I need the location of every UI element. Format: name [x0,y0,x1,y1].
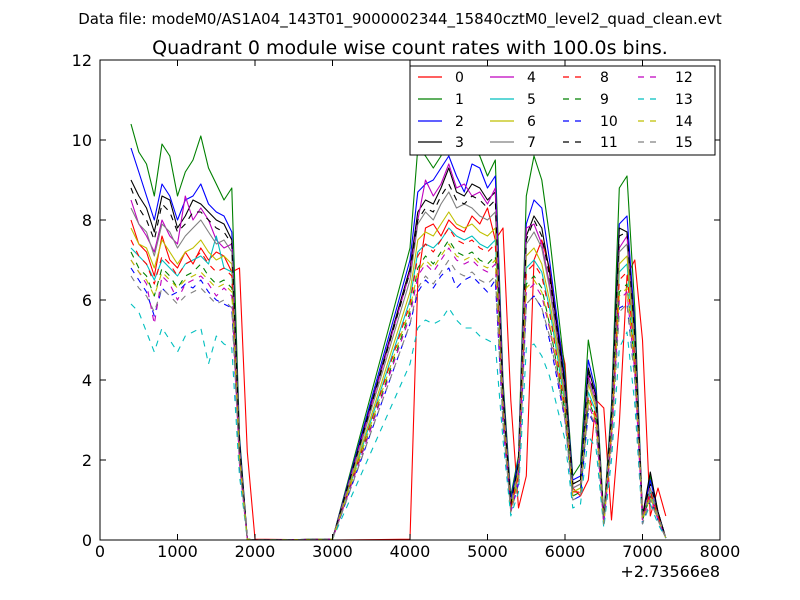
legend-label-15: 15 [675,135,693,151]
series-line-15 [130,259,667,540]
legend-box [409,65,716,156]
x-tick-label: 5000 [467,542,508,561]
y-tick-label: 8 [82,211,92,230]
legend-label-13: 13 [675,92,693,108]
y-tick-label: 10 [72,131,92,150]
legend-label-9: 9 [600,92,609,108]
y-tick-label: 6 [82,291,92,310]
series-line-7 [130,191,667,540]
chart-title: Quadrant 0 module wise count rates with … [152,37,668,59]
y-tick-label: 2 [82,451,92,470]
x-axis: 0 1000 2000 3000 4000 5000 6000 7000 8000 [95,60,740,561]
y-tick-label: 4 [82,371,92,390]
series-line-8 [130,227,667,540]
legend-label-7: 7 [527,135,536,151]
legend-label-3: 3 [455,135,464,151]
legend-label-12: 12 [675,70,693,86]
series-line-14 [130,243,667,540]
y-tick-label: 0 [82,531,92,550]
legend-label-8: 8 [600,70,609,86]
x-offset-label: +2.73566e8 [620,562,720,581]
legend-label-0: 0 [455,70,464,86]
x-tick-label: 7000 [622,542,663,561]
x-tick-label: 6000 [545,542,586,561]
x-tick-label: 8000 [700,542,741,561]
legend-label-6: 6 [527,114,536,130]
series-line-9 [130,239,667,540]
legend-label-5: 5 [527,92,536,108]
x-tick-label: 3000 [312,542,353,561]
legend-label-2: 2 [455,114,464,130]
x-tick-label: 0 [95,542,105,561]
series-line-11 [130,183,667,540]
legend-label-11: 11 [600,135,618,151]
suptitle: Data file: modeM0/AS1A04_143T01_90000023… [78,10,722,29]
legend-label-14: 14 [675,114,693,130]
x-tick-label: 4000 [390,542,431,561]
legend-label-1: 1 [455,92,464,108]
legend-label-10: 10 [600,114,618,130]
series-line-12 [130,247,667,540]
series-line-13 [130,303,667,540]
x-tick-label: 1000 [157,542,198,561]
legend-label-4: 4 [527,70,536,86]
x-tick-label: 2000 [235,542,276,561]
y-tick-label: 12 [72,51,92,70]
